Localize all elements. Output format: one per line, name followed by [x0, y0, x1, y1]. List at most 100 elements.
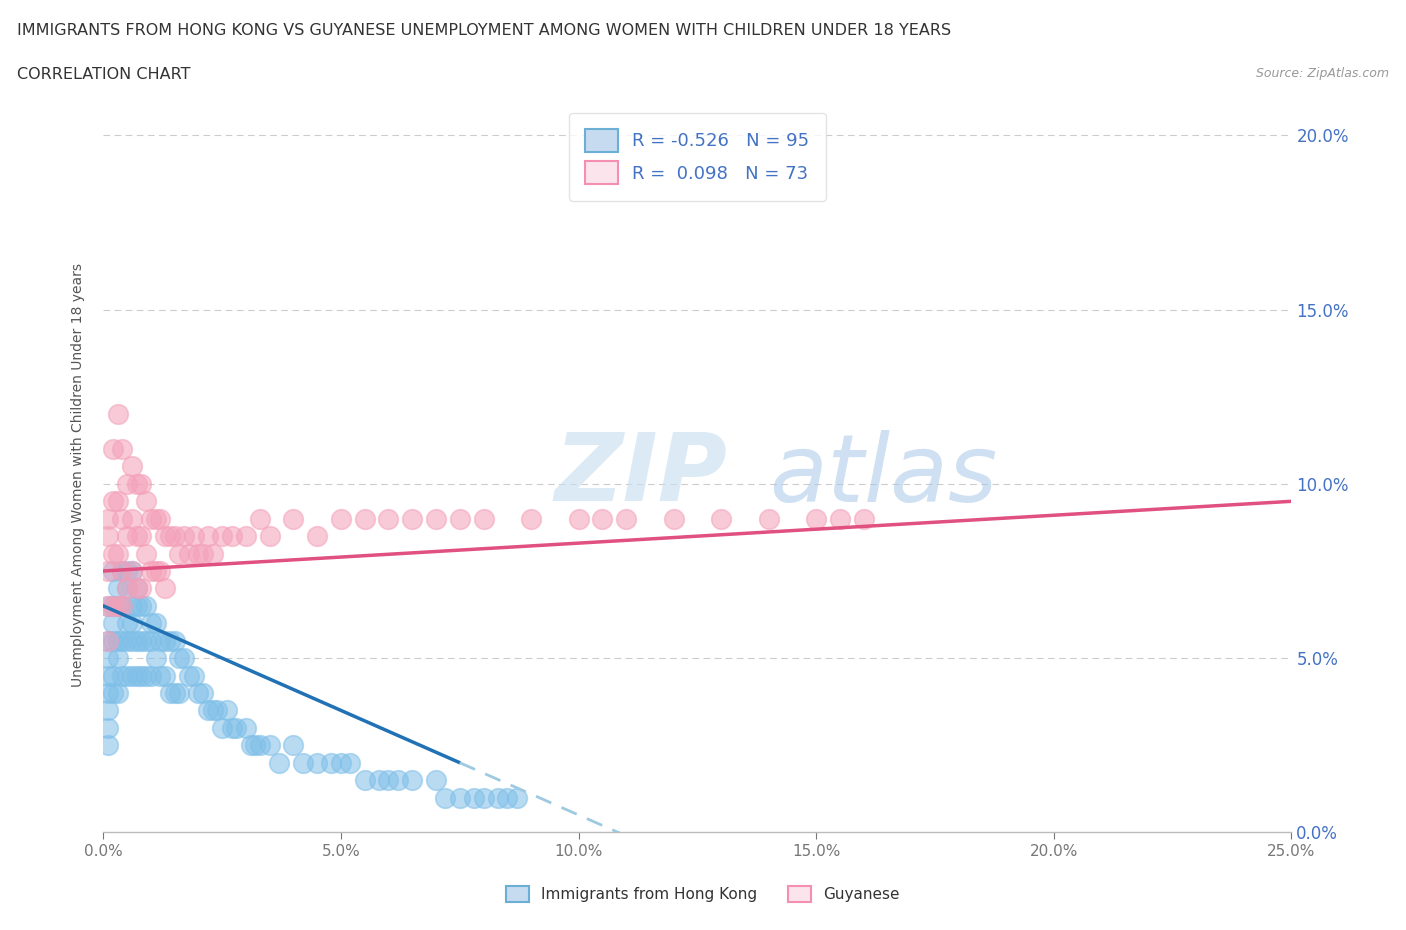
- Point: [434, 790, 457, 805]
- Point: [159, 685, 181, 700]
- Point: [149, 512, 172, 526]
- Point: [135, 668, 157, 683]
- Point: [135, 598, 157, 613]
- Point: [125, 598, 148, 613]
- Point: [145, 616, 167, 631]
- Point: [191, 685, 214, 700]
- Text: atlas: atlas: [769, 430, 997, 521]
- Text: CORRELATION CHART: CORRELATION CHART: [17, 67, 190, 82]
- Point: [101, 442, 124, 457]
- Y-axis label: Unemployment Among Women with Children Under 18 years: Unemployment Among Women with Children U…: [72, 263, 86, 687]
- Point: [101, 598, 124, 613]
- Point: [107, 581, 129, 596]
- Point: [806, 512, 828, 526]
- Point: [177, 668, 200, 683]
- Point: [486, 790, 509, 805]
- Point: [139, 633, 162, 648]
- Point: [183, 529, 205, 544]
- Point: [201, 546, 224, 561]
- Point: [145, 512, 167, 526]
- Text: Source: ZipAtlas.com: Source: ZipAtlas.com: [1256, 67, 1389, 80]
- Point: [153, 529, 176, 544]
- Point: [153, 668, 176, 683]
- Point: [225, 721, 247, 736]
- Point: [125, 633, 148, 648]
- Point: [173, 529, 195, 544]
- Point: [472, 512, 495, 526]
- Point: [239, 737, 262, 752]
- Point: [101, 546, 124, 561]
- Point: [377, 773, 399, 788]
- Text: ZIP: ZIP: [555, 429, 728, 521]
- Point: [115, 668, 138, 683]
- Point: [201, 703, 224, 718]
- Point: [506, 790, 529, 805]
- Point: [111, 564, 134, 578]
- Point: [211, 721, 233, 736]
- Point: [614, 512, 637, 526]
- Point: [111, 564, 134, 578]
- Point: [187, 685, 209, 700]
- Point: [115, 633, 138, 648]
- Point: [828, 512, 851, 526]
- Point: [121, 564, 143, 578]
- Point: [131, 581, 153, 596]
- Point: [496, 790, 519, 805]
- Point: [121, 598, 143, 613]
- Point: [115, 616, 138, 631]
- Point: [101, 494, 124, 509]
- Point: [235, 721, 257, 736]
- Point: [111, 512, 134, 526]
- Point: [159, 529, 181, 544]
- Point: [101, 668, 124, 683]
- Point: [121, 668, 143, 683]
- Point: [339, 755, 361, 770]
- Point: [107, 598, 129, 613]
- Point: [187, 546, 209, 561]
- Point: [307, 755, 329, 770]
- Point: [662, 512, 685, 526]
- Point: [115, 476, 138, 491]
- Point: [111, 598, 134, 613]
- Point: [139, 668, 162, 683]
- Point: [121, 564, 143, 578]
- Point: [221, 529, 243, 544]
- Point: [97, 703, 120, 718]
- Point: [97, 685, 120, 700]
- Point: [169, 651, 191, 666]
- Point: [101, 633, 124, 648]
- Point: [131, 476, 153, 491]
- Point: [153, 581, 176, 596]
- Point: [107, 494, 129, 509]
- Point: [259, 737, 281, 752]
- Point: [353, 773, 375, 788]
- Point: [191, 546, 214, 561]
- Point: [125, 581, 148, 596]
- Point: [131, 529, 153, 544]
- Point: [101, 564, 124, 578]
- Point: [121, 616, 143, 631]
- Point: [125, 668, 148, 683]
- Point: [107, 651, 129, 666]
- Point: [139, 616, 162, 631]
- Point: [121, 512, 143, 526]
- Point: [387, 773, 409, 788]
- Point: [353, 512, 375, 526]
- Point: [177, 546, 200, 561]
- Point: [107, 685, 129, 700]
- Point: [377, 512, 399, 526]
- Point: [125, 529, 148, 544]
- Point: [169, 546, 191, 561]
- Point: [207, 703, 229, 718]
- Point: [401, 512, 423, 526]
- Point: [197, 529, 219, 544]
- Point: [425, 773, 447, 788]
- Point: [710, 512, 733, 526]
- Point: [520, 512, 543, 526]
- Point: [259, 529, 281, 544]
- Point: [101, 685, 124, 700]
- Point: [97, 512, 120, 526]
- Point: [101, 598, 124, 613]
- Point: [307, 529, 329, 544]
- Point: [135, 546, 157, 561]
